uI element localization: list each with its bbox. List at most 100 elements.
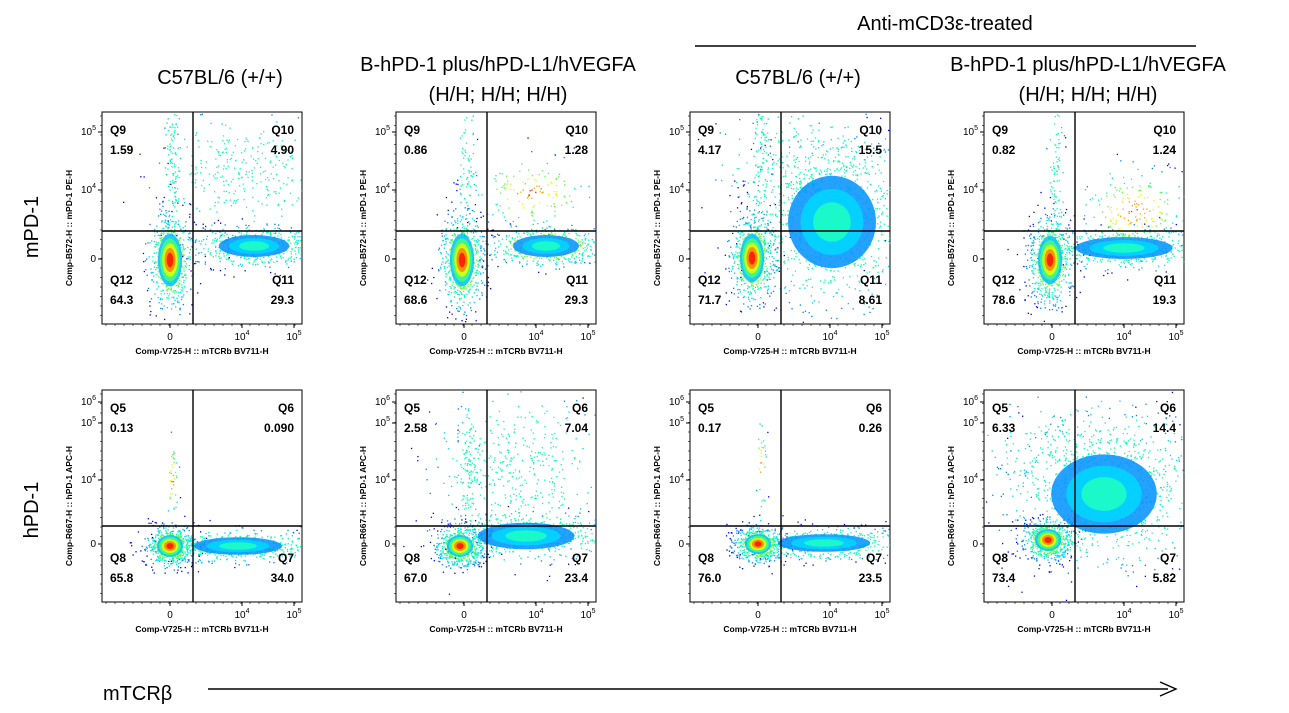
event-dot bbox=[764, 144, 766, 147]
event-dot bbox=[1049, 300, 1051, 302]
event-dot bbox=[800, 180, 802, 182]
event-dot bbox=[808, 163, 810, 165]
event-dot bbox=[561, 255, 563, 258]
event-dot bbox=[269, 231, 271, 234]
event-dot bbox=[503, 253, 505, 255]
event-dot bbox=[477, 260, 479, 262]
event-dot bbox=[808, 278, 810, 281]
event-dot bbox=[150, 268, 152, 270]
event-dot bbox=[866, 116, 868, 119]
event-dot bbox=[241, 265, 243, 268]
event-dot bbox=[277, 235, 279, 237]
event-dot bbox=[764, 263, 766, 265]
event-dot bbox=[539, 191, 541, 193]
event-dot bbox=[288, 236, 290, 239]
event-dot bbox=[160, 293, 162, 295]
event-dot bbox=[870, 143, 873, 145]
event-dot bbox=[168, 214, 171, 216]
event-dot bbox=[463, 226, 465, 228]
event-dot bbox=[760, 143, 762, 146]
event-dot bbox=[523, 232, 525, 234]
event-dot bbox=[1068, 236, 1070, 238]
event-dot bbox=[504, 260, 507, 262]
event-dot bbox=[886, 215, 888, 217]
event-dot bbox=[741, 231, 743, 233]
event-dot bbox=[216, 211, 218, 213]
event-dot bbox=[759, 170, 762, 172]
event-dot bbox=[553, 203, 555, 205]
density-contour bbox=[813, 202, 851, 242]
event-dot bbox=[810, 140, 812, 142]
event-dot bbox=[158, 285, 160, 287]
event-dot bbox=[527, 137, 529, 139]
event-dot bbox=[296, 243, 298, 245]
event-dot bbox=[754, 131, 757, 134]
event-dot bbox=[160, 239, 162, 241]
event-dot bbox=[565, 258, 567, 260]
event-dot bbox=[884, 240, 887, 242]
event-dot bbox=[764, 223, 766, 225]
event-dot bbox=[165, 134, 167, 136]
x-tick-label: 0 bbox=[461, 332, 467, 343]
event-dot bbox=[586, 247, 588, 249]
event-dot bbox=[160, 307, 162, 310]
event-dot bbox=[765, 286, 767, 288]
event-dot bbox=[782, 162, 784, 164]
event-dot bbox=[772, 164, 774, 166]
event-dot bbox=[795, 135, 797, 137]
event-dot bbox=[257, 158, 259, 160]
event-dot bbox=[739, 218, 741, 220]
event-dot bbox=[207, 248, 209, 250]
event-dot bbox=[769, 152, 771, 154]
event-dot bbox=[296, 241, 298, 244]
event-dot bbox=[190, 237, 193, 240]
event-dot bbox=[584, 238, 586, 240]
event-dot bbox=[743, 282, 745, 284]
event-dot bbox=[1034, 294, 1036, 297]
event-dot bbox=[451, 284, 453, 286]
event-dot bbox=[1049, 216, 1051, 218]
event-dot bbox=[499, 205, 501, 207]
event-dot bbox=[1065, 247, 1067, 250]
event-dot bbox=[764, 243, 766, 245]
event-dot bbox=[511, 244, 513, 246]
event-dot bbox=[734, 254, 736, 256]
event-dot bbox=[182, 255, 184, 258]
event-dot bbox=[752, 213, 754, 215]
event-dot bbox=[169, 162, 171, 164]
event-dot bbox=[230, 181, 233, 183]
event-dot bbox=[574, 260, 576, 263]
event-dot bbox=[759, 236, 761, 239]
event-dot bbox=[241, 218, 243, 220]
event-dot bbox=[495, 180, 497, 182]
event-dot bbox=[267, 194, 269, 197]
event-dot bbox=[788, 186, 790, 188]
event-dot bbox=[227, 259, 229, 261]
event-dot bbox=[1037, 248, 1039, 251]
event-dot bbox=[166, 285, 168, 287]
event-dot bbox=[567, 228, 569, 230]
event-dot bbox=[790, 249, 792, 252]
event-dot bbox=[140, 176, 142, 178]
event-dot bbox=[521, 163, 523, 165]
y-axis-label: Comp-B572-H :: mPD-1 PE-H bbox=[64, 170, 74, 286]
event-dot bbox=[251, 176, 253, 178]
event-dot bbox=[749, 210, 751, 212]
event-dot bbox=[800, 182, 802, 184]
event-dot bbox=[542, 191, 544, 193]
event-dot bbox=[881, 212, 883, 215]
event-dot bbox=[1048, 293, 1050, 295]
event-dot bbox=[453, 296, 456, 298]
event-dot bbox=[802, 311, 804, 313]
event-dot bbox=[767, 171, 769, 173]
event-dot bbox=[860, 186, 862, 188]
event-dot bbox=[764, 272, 766, 274]
event-dot bbox=[737, 196, 739, 198]
event-dot bbox=[793, 165, 795, 167]
event-dot bbox=[745, 222, 747, 224]
event-dot bbox=[764, 271, 766, 273]
event-dot bbox=[183, 239, 185, 241]
event-dot bbox=[174, 223, 176, 225]
event-dot bbox=[1045, 228, 1048, 231]
event-dot bbox=[477, 226, 479, 229]
